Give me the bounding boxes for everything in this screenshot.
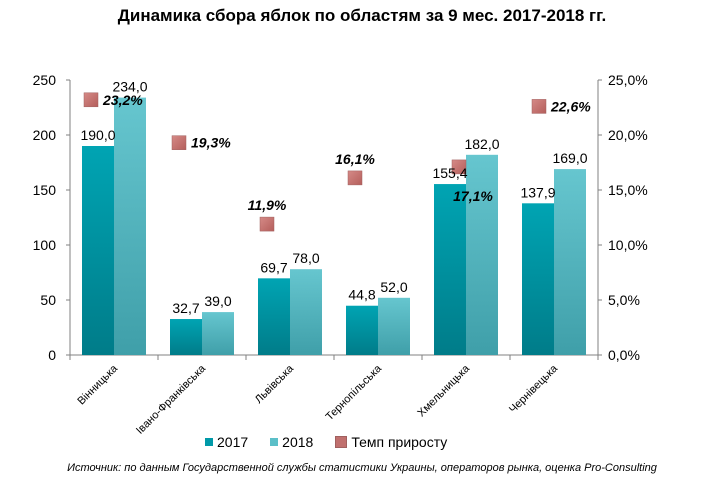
legend-item-2017: 2017 (205, 434, 248, 450)
bar-2018 (290, 269, 322, 355)
data-label-2017: 44,8 (348, 287, 375, 303)
data-label-2017: 69,7 (260, 259, 287, 275)
growth-rate-marker (83, 92, 99, 108)
y-tick-label-right: 25,0% (608, 72, 648, 88)
data-label-2017: 155,4 (432, 165, 467, 181)
y-tick-label-left: 50 (40, 292, 56, 308)
y-tick-label-right: 15,0% (608, 182, 648, 198)
growth-rate-label: 11,9% (248, 197, 287, 213)
growth-rate-marker (347, 170, 363, 186)
chart-title: Динамика сбора яблок по областям за 9 ме… (117, 6, 607, 25)
legend-swatch-2018 (270, 438, 279, 446)
bar-2017 (258, 278, 290, 355)
y-tick-label-right: 5,0% (608, 292, 640, 308)
data-label-2017: 190,0 (80, 127, 115, 143)
y-tick-label-left: 100 (33, 237, 57, 253)
legend-swatch-2017 (205, 438, 213, 446)
growth-rate-marker (531, 99, 547, 114)
y-tick-label-left: 0 (48, 347, 56, 363)
bar-2017 (434, 184, 466, 355)
x-tick-label: Тернопільська (324, 362, 385, 423)
legend-swatch-growth-rate (335, 436, 348, 448)
x-tick-label: Івано-Франківська (134, 362, 209, 437)
growth-rate-label: 22,6% (550, 98, 591, 114)
x-tick-label: Чернівецька (507, 362, 561, 416)
data-label-2017: 137,9 (520, 184, 555, 200)
growth-rate-label: 19,3% (191, 135, 231, 151)
data-label-2018: 169,0 (552, 150, 587, 166)
growth-rate-marker (171, 135, 187, 150)
growth-rate-label: 16,1% (335, 151, 375, 167)
y-tick-label-left: 200 (33, 127, 57, 143)
legend-item-2018: 2018 (270, 434, 313, 450)
legend-item-growth-rate: Темп приросту (335, 434, 447, 450)
x-tick-label: Хмельницька (415, 362, 472, 419)
y-tick-label-left: 250 (33, 72, 57, 88)
growth-rate-marker (451, 159, 467, 175)
x-tick-label: Вінницька (75, 362, 120, 407)
bar-2018 (378, 297, 410, 355)
bar-2017 (346, 305, 378, 355)
bar-2017 (522, 203, 554, 355)
bar-2018 (466, 154, 498, 355)
legend-label-growth-rate: Темп приросту (351, 434, 448, 450)
growth-rate-label: 17,1% (453, 188, 493, 204)
y-tick-label-right: 10,0% (608, 237, 648, 253)
y-tick-label-right: 20,0% (608, 127, 648, 143)
bar-2018 (554, 169, 586, 355)
legend-label-2018: 2018 (282, 434, 314, 450)
legend: 2017 2018 Темп приросту (205, 434, 545, 450)
bar-2017 (82, 146, 114, 355)
data-label-2018: 78,0 (292, 250, 319, 266)
y-tick-label-left: 150 (33, 182, 57, 198)
y-tick-label-right: 0,0% (608, 347, 640, 363)
growth-rate-label: 23,2% (102, 92, 143, 108)
data-label-2018: 39,0 (204, 293, 231, 309)
bar-2018 (202, 312, 234, 355)
data-label-2017: 32,7 (172, 300, 199, 316)
data-label-2018: 234,0 (112, 79, 147, 95)
growth-rate-marker (259, 216, 275, 232)
x-tick-label: Львівська (253, 362, 297, 406)
data-label-2018: 52,0 (380, 279, 407, 295)
bar-2017 (170, 319, 202, 355)
source-note: Источник: по данным Государственной служ… (67, 462, 657, 474)
data-label-2018: 182,0 (464, 136, 499, 152)
bar-2018 (114, 97, 146, 355)
legend-label-2017: 2017 (217, 434, 249, 450)
